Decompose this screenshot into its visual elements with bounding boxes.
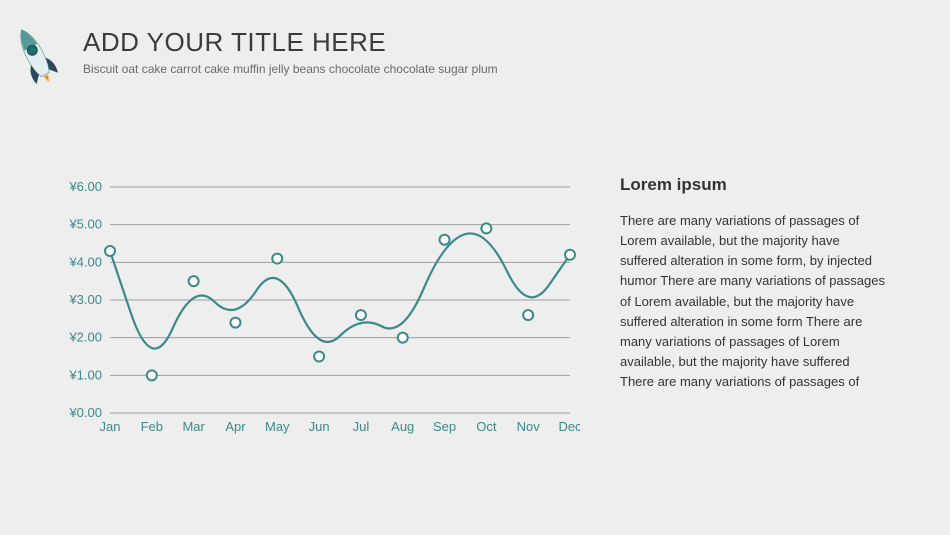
data-marker bbox=[398, 333, 408, 343]
data-marker bbox=[189, 276, 199, 286]
data-marker bbox=[147, 370, 157, 380]
data-marker bbox=[314, 352, 324, 362]
x-tick-label: Jun bbox=[309, 419, 330, 434]
data-marker bbox=[523, 310, 533, 320]
y-tick-label: ¥0.00 bbox=[68, 405, 102, 420]
x-tick-label: Sep bbox=[433, 419, 456, 434]
text-body: There are many variations of passages of… bbox=[620, 211, 890, 392]
series-line bbox=[110, 233, 570, 348]
x-tick-label: May bbox=[265, 419, 290, 434]
title-block: ADD YOUR TITLE HERE Biscuit oat cake car… bbox=[83, 25, 498, 76]
x-tick-label: Dec bbox=[558, 419, 580, 434]
data-marker bbox=[272, 254, 282, 264]
x-tick-label: Aug bbox=[391, 419, 414, 434]
data-marker bbox=[356, 310, 366, 320]
x-tick-label: Feb bbox=[141, 419, 163, 434]
x-tick-label: Jul bbox=[353, 419, 370, 434]
data-marker bbox=[440, 235, 450, 245]
x-tick-label: Oct bbox=[476, 419, 497, 434]
page-title: ADD YOUR TITLE HERE bbox=[83, 27, 498, 58]
y-tick-label: ¥6.00 bbox=[68, 179, 102, 194]
x-tick-label: Jan bbox=[100, 419, 121, 434]
y-tick-label: ¥4.00 bbox=[68, 254, 102, 269]
y-tick-label: ¥5.00 bbox=[68, 217, 102, 232]
data-marker bbox=[481, 223, 491, 233]
line-chart: ¥0.00 ¥1.00 ¥2.00 ¥3.00 ¥4.00 ¥5.00 ¥6.00 Jan Fe… bbox=[40, 175, 580, 450]
x-tick-label: Nov bbox=[517, 419, 541, 434]
slide: ADD YOUR TITLE HERE Biscuit oat cake car… bbox=[0, 0, 950, 535]
content-row: ¥0.00 ¥1.00 ¥2.00 ¥3.00 ¥4.00 ¥5.00 ¥6.00 Jan Fe… bbox=[40, 175, 910, 450]
y-tick-label: ¥3.00 bbox=[68, 292, 102, 307]
text-heading: Lorem ipsum bbox=[620, 175, 890, 195]
data-marker bbox=[565, 250, 575, 260]
data-marker bbox=[105, 246, 115, 256]
rocket-icon bbox=[10, 20, 65, 105]
y-tick-label: ¥2.00 bbox=[68, 330, 102, 345]
y-tick-label: ¥1.00 bbox=[68, 367, 102, 382]
text-column: Lorem ipsum There are many variations of… bbox=[620, 175, 910, 450]
page-subtitle: Biscuit oat cake carrot cake muffin jell… bbox=[83, 62, 498, 76]
x-tick-label: Mar bbox=[182, 419, 205, 434]
header: ADD YOUR TITLE HERE Biscuit oat cake car… bbox=[40, 25, 910, 105]
data-marker bbox=[230, 318, 240, 328]
x-tick-label: Apr bbox=[225, 419, 246, 434]
